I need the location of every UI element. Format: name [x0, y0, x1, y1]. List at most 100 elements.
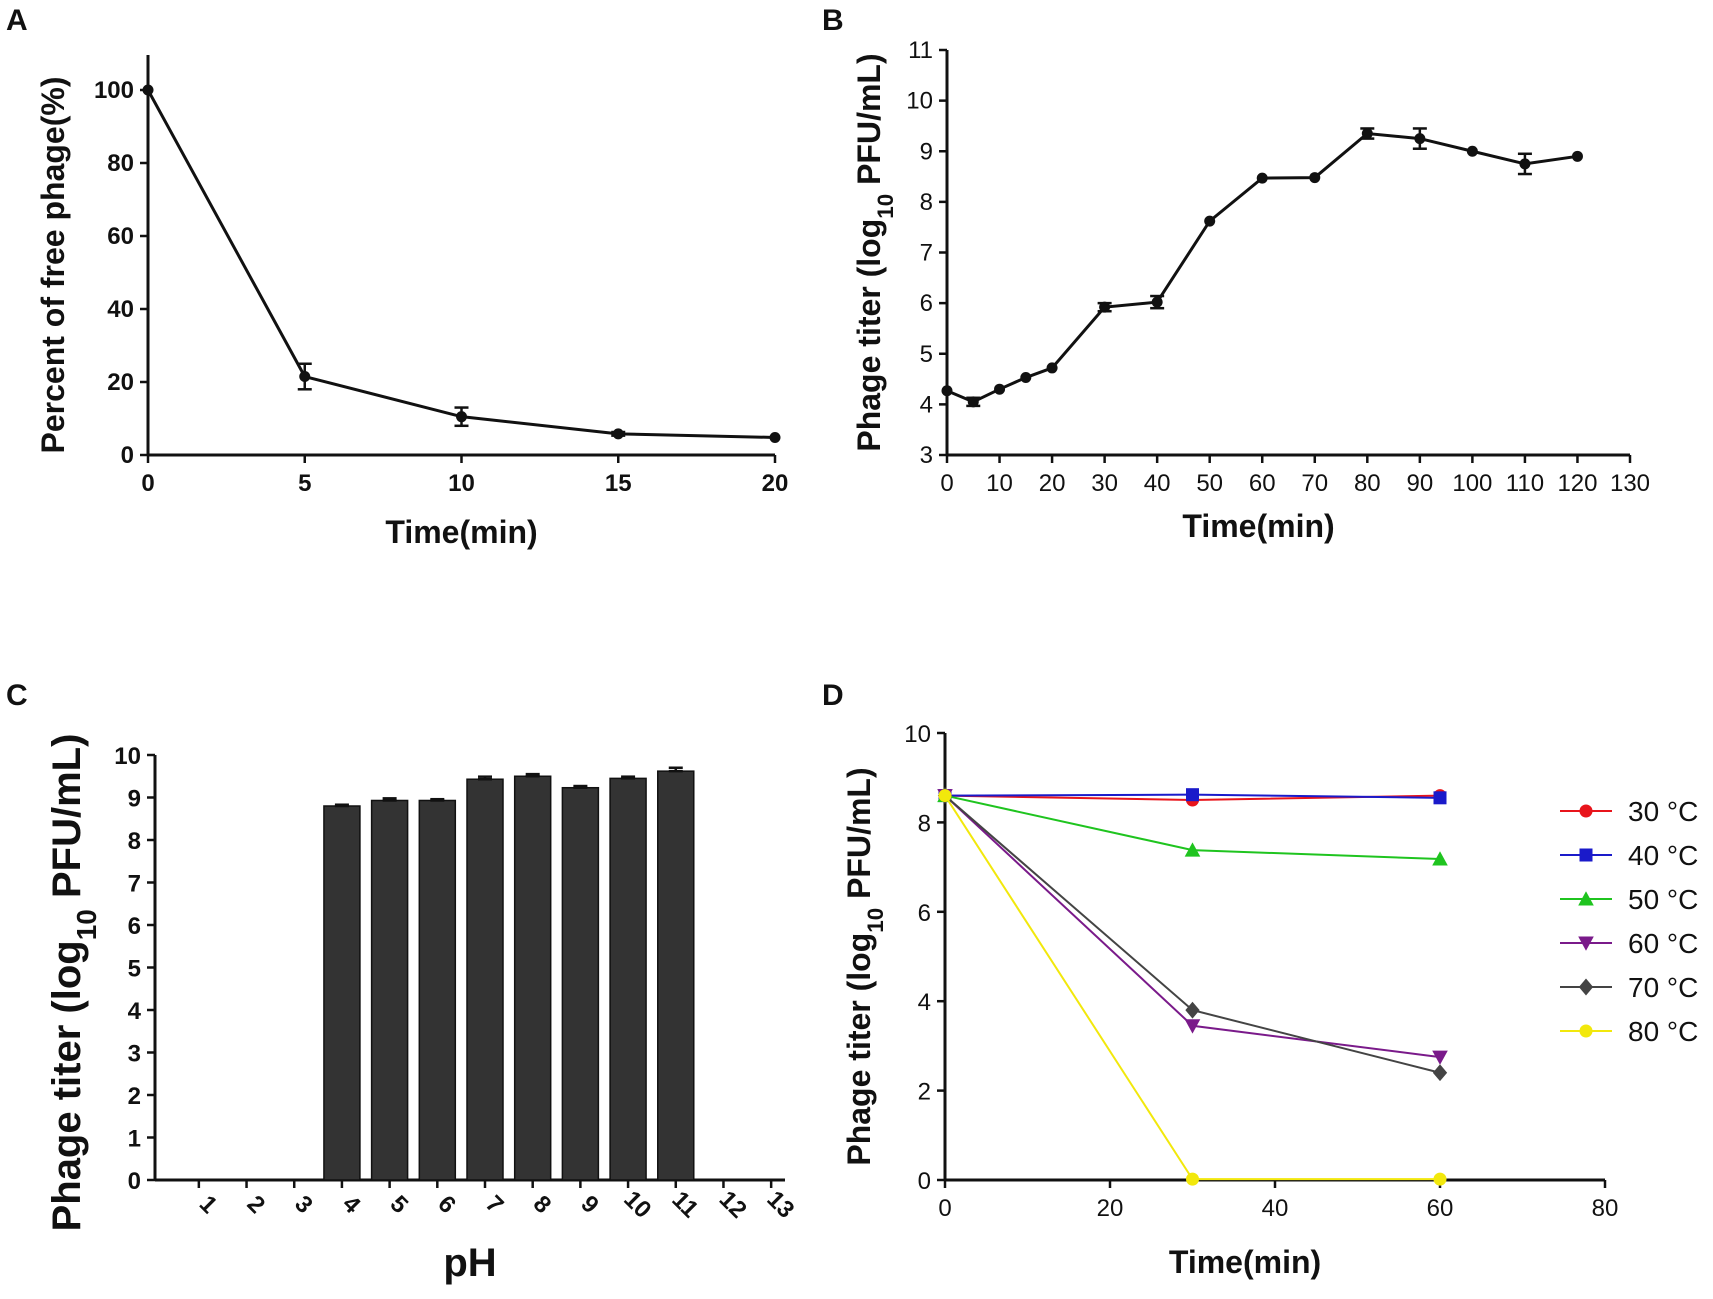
- panel-b-data-point: [1361, 128, 1373, 140]
- panel-b-data-point: [1309, 172, 1321, 184]
- panel-b-data-point: [1256, 172, 1268, 184]
- panel-d-data-point: [1433, 791, 1447, 805]
- panel-b-x-tick-label: 120: [1557, 470, 1597, 497]
- panel-c-y-tick-label: 8: [128, 828, 141, 855]
- panel-b-x-tick-label: 80: [1354, 470, 1381, 497]
- panel-b-y-tick-label: 9: [920, 138, 933, 165]
- panel-b-x-tick-label: 20: [1039, 470, 1066, 497]
- panel-b-data-point: [994, 383, 1006, 395]
- panel-d-legend-marker: [1579, 1024, 1593, 1038]
- panel-d-data-point: [1432, 1064, 1448, 1082]
- panel-b-y-tick-label: 7: [920, 240, 933, 267]
- panel-a-x-tick-label: 0: [141, 470, 154, 497]
- panel-b-x-tick-label: 110: [1506, 470, 1544, 497]
- panel-a-y-tick-label: 20: [107, 369, 134, 396]
- panel-b-x-tick-label: 130: [1610, 470, 1650, 497]
- panel-b-y-tick-label: 11: [908, 37, 933, 64]
- panel-c-y-tick-label: 1: [128, 1126, 141, 1153]
- panel-b-y-tick-label: 8: [920, 189, 933, 216]
- panel-c-bar: [609, 777, 647, 1181]
- panel-b-y-tick-label: 3: [920, 442, 933, 469]
- panel-b-x-tick-label: 100: [1452, 470, 1492, 497]
- panel-b-data-point: [1204, 215, 1216, 227]
- panel-a-chart: 0 20 40 60 80 100 0 5 10 15 20 Time(min) Percent of …: [35, 55, 788, 550]
- panel-c-bar: [323, 805, 361, 1181]
- panel-c-y-tick-label: 6: [128, 913, 141, 940]
- panel-a-data-point: [299, 371, 311, 383]
- panel-c-y-tick-label: 9: [128, 786, 141, 813]
- panel-d-chart: 0 2 4 6 8 10 0 20 40 60 80 30 °C 40 °C 50 °C 60 °C 70 °…: [841, 721, 1698, 1280]
- panel-c-x-axis-title: pH: [443, 1241, 496, 1285]
- panel-d-y-tick-label: 10: [904, 721, 931, 748]
- panel-a-data-point: [456, 411, 467, 423]
- panel-c-y-tick-label: 2: [128, 1083, 141, 1110]
- panel-d-legend-label: 40 °C: [1628, 840, 1698, 871]
- panel-d-data-point: [1433, 1172, 1447, 1186]
- panel-d-legend-label: 80 °C: [1628, 1016, 1698, 1047]
- panel-d-data-point: [1432, 851, 1448, 866]
- panel-c-bar: [418, 799, 457, 1181]
- panel-b-x-tick-label: 10: [986, 470, 1013, 497]
- panel-d-data-point: [1432, 1050, 1448, 1065]
- panel-d-y-axis-title: Phage titer (log10 PFU/mL): [841, 767, 888, 1165]
- panel-a-series-line: [146, 89, 776, 439]
- panel-d-legend-label: 50 °C: [1628, 884, 1698, 915]
- panel-b-y-axis-title: Phage titer (log10 PFU/mL): [851, 53, 898, 451]
- panel-c-x-tick-label: 2: [242, 1190, 271, 1219]
- panel-letter-c: C: [6, 679, 28, 712]
- panel-d-legend-label: 30 °C: [1628, 796, 1698, 827]
- panel-c-x-tick-label: 11: [667, 1186, 704, 1223]
- panel-d-data-point: [1186, 788, 1199, 802]
- panel-d-y-tick-label: 2: [918, 1079, 931, 1106]
- panel-letter-d: D: [822, 679, 844, 712]
- panel-b-data-point: [1571, 150, 1583, 162]
- panel-a-data-point: [612, 428, 624, 440]
- panel-a-data-point: [769, 431, 781, 443]
- panel-a-x-axis-title: Time(min): [385, 514, 537, 550]
- panel-d-x-tick-label: 0: [938, 1195, 951, 1222]
- panel-c-y-tick-label: 3: [128, 1041, 141, 1068]
- panel-d-legend-label: 60 °C: [1628, 928, 1698, 959]
- panel-a-y-tick-label: 0: [121, 442, 134, 469]
- panel-d-data-point: [1184, 1019, 1201, 1034]
- panel-a-y-tick-label: 80: [107, 150, 134, 177]
- panel-d-data-point: [1185, 1001, 1200, 1019]
- panel-d-x-tick-label: 60: [1427, 1195, 1454, 1222]
- panel-a-x-tick-label: 15: [605, 470, 632, 497]
- panel-b-data-point: [1414, 133, 1426, 145]
- panel-b-y-tick-label: 6: [920, 290, 933, 317]
- panel-d-x-tick-label: 80: [1592, 1195, 1619, 1222]
- panel-d-y-tick-label: 4: [918, 989, 931, 1016]
- panel-a-y-tick-label: 40: [107, 296, 134, 323]
- panel-b-data-point: [1046, 362, 1058, 374]
- panel-d-x-axis-title: Time(min): [1169, 1244, 1321, 1280]
- panel-d-y-tick-label: 0: [918, 1168, 931, 1195]
- panel-b-data-point: [967, 396, 979, 408]
- panel-c-x-tick-label: 4: [337, 1190, 366, 1219]
- panel-d-legend-marker: [1579, 848, 1593, 862]
- panel-b-x-tick-label: 0: [940, 470, 953, 497]
- panel-c-y-axis-title: Phage titer (log10 PFU/mL): [45, 734, 102, 1232]
- panel-b-y-tick-label: 10: [906, 88, 933, 115]
- panel-c-y-tick-label: 10: [114, 743, 141, 770]
- panel-a-y-tick-label: 100: [94, 77, 134, 104]
- panel-a-x-tick-label: 5: [298, 470, 311, 497]
- panel-c-x-tick-label: 3: [289, 1190, 318, 1219]
- panel-d-legend-marker: [1578, 978, 1594, 996]
- panel-c-bar: [370, 799, 409, 1181]
- panel-b-x-axis-title: Time(min): [1182, 508, 1334, 544]
- panel-d-y-tick-label: 6: [918, 900, 931, 927]
- panel-d-legend-marker: [1578, 891, 1594, 906]
- panel-b-x-tick-label: 70: [1301, 470, 1328, 497]
- panel-c-x-tick-label: 10: [618, 1186, 656, 1224]
- panel-b-data-point: [941, 385, 953, 397]
- panel-c-x-tick-label: 5: [385, 1190, 414, 1219]
- panel-d-data-point: [1184, 842, 1201, 857]
- panel-b-data-point: [1020, 372, 1032, 384]
- panel-c-x-tick-label: 6: [432, 1190, 461, 1219]
- panel-c-y-tick-label: 5: [128, 956, 141, 983]
- panel-b-data-point: [1466, 145, 1478, 157]
